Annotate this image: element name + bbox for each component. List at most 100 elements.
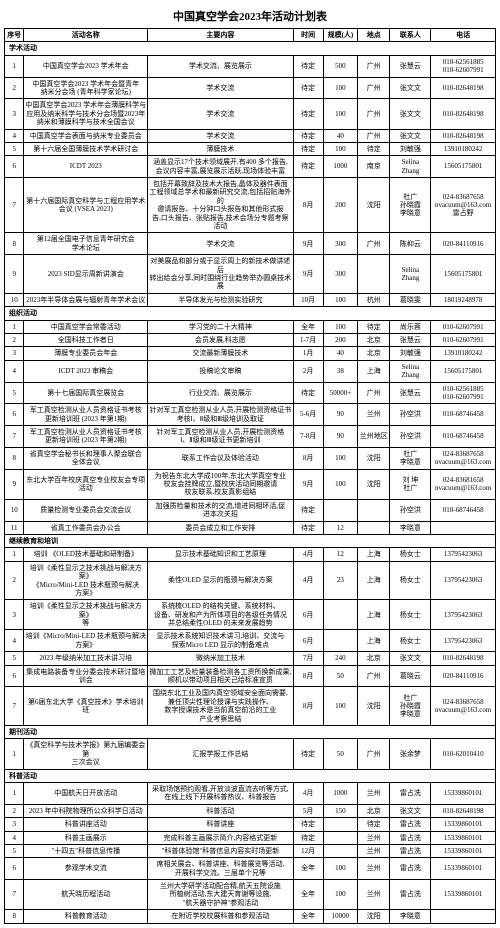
cell-seq: 1 [5, 782, 24, 804]
cell-seq: 8 [5, 910, 24, 923]
cell-scale: 200 [323, 333, 357, 346]
cell-place: 广州 [358, 665, 390, 687]
header-seq: 序号 [5, 29, 24, 42]
table-row: 9东北大学百年校庆真空专业校友会专项 活动为祝告东北大学成100年,东北大学真空… [5, 469, 496, 499]
table-row: 4ICDT 2023 审稿会投稿论文审稿2月38上海Selina Zhang15… [5, 360, 496, 382]
document-title: 中国真空学会2023年活动计划表 [4, 4, 496, 28]
cell-place: 北京 [358, 804, 390, 817]
cell-contact: 陈枊云 [390, 233, 431, 255]
cell-phone: 010-82648198 [431, 804, 496, 817]
header-phone: 电话 [431, 29, 496, 42]
cell-phone: 010-82648198 [431, 129, 496, 142]
cell-scale: 90 [323, 404, 357, 426]
cell-time: 8月 [293, 665, 323, 687]
cell-content: 投稿论文审稿 [148, 360, 293, 382]
cell-phone: 15339860101 [431, 818, 496, 831]
cell-time: 1-7月 [293, 333, 323, 346]
cell-name: 培训《柔性显示之技术挑战与解决方案》 《Micro/Mini-LED 技术瓶颈与… [24, 561, 148, 600]
cell-phone: 020-84110916 [431, 233, 496, 255]
cell-time: 9月 [293, 233, 323, 255]
cell-time: 待定 [293, 831, 323, 844]
table-row: 7第十六届国际真空科学与工程应用学术 会议 (VSEA 2023)包括开幕致辞及… [5, 178, 496, 233]
cell-phone: 024-83687658 nvacuum@163.com [431, 687, 496, 726]
cell-scale: 100 [323, 880, 357, 910]
cell-time: 7月 [293, 652, 323, 665]
cell-contact: 李晓意 [390, 521, 431, 534]
header-row: 序号 活动名称 主要内容 时间 规模(人) 地点 联系人 电话 [5, 29, 496, 42]
cell-content: 汇报学报工作总结 [148, 739, 293, 769]
cell-name: 质量检测专业委员会交流会议 [24, 499, 148, 521]
cell-seq: 4 [5, 360, 24, 382]
cell-seq: 6 [5, 156, 24, 178]
cell-seq: 5 [5, 652, 24, 665]
cell-time: 8月 [293, 687, 323, 726]
cell-place: 沈阳 [358, 178, 390, 233]
cell-place [358, 255, 390, 294]
cell-scale: 100 [323, 99, 357, 129]
cell-scale: 50 [323, 665, 357, 687]
table-row: 1《真空科学与技术学报》第九届编委会第 三次会议汇报学报工作总结待定50广州张余… [5, 739, 496, 769]
cell-phone: 15339860101 [431, 880, 496, 910]
cell-time: 待定 [293, 129, 323, 142]
cell-content: 联系工作会议及体验活动 [148, 447, 293, 469]
cell-scale: 50 [323, 739, 357, 769]
cell-name: 2023年半导体会展与辐射青年学术会议 [24, 293, 148, 306]
cell-content: 针对军工真空检测从业人员,开展检测资格证书 考核Ⅰ、Ⅱ级和Ⅲ级培训及取证 [148, 404, 293, 426]
cell-name: 中国真空学会表面与纳米专业委员会 [24, 129, 148, 142]
cell-content: 半导体发光与检测实验研究 [148, 293, 293, 306]
cell-content: 包括开幕致辞及技术大报告,晶体及器件表面 工程领域总学术和最新研究交流,包括招贴… [148, 178, 293, 233]
cell-place: 待定 [358, 320, 390, 333]
cell-scale [323, 831, 357, 844]
cell-content: 针对军工真空检测从业人员,开展检测资格 Ⅰ、Ⅱ级和Ⅲ级证书更新培训 [148, 426, 293, 448]
cell-name: 中国真空学会常委活动 [24, 320, 148, 333]
cell-scale: 12 [323, 521, 357, 534]
cell-place: 上海 [358, 360, 390, 382]
cell-content: 席相关展会、科普讲座、科普展览等活动, 开展科学交流。三届单个兄等 [148, 858, 293, 880]
cell-contact: 杨女士 [390, 600, 431, 630]
cell-contact: 雷占洗 [390, 880, 431, 910]
cell-content: 微加工工艺及检量装备检测各工资所换新成果, 顺机以带动项目相关己给标准宣贯 [148, 665, 293, 687]
cell-name: 2023 年级纳米加工技术讲习培 [24, 652, 148, 665]
cell-scale: 100 [323, 858, 357, 880]
section-header: 科普活动 [5, 769, 496, 782]
cell-contact: Selina Zhang [390, 255, 431, 294]
cell-content: 显示技术系统知识技术讲习,培训、交流与 探索Micro LED 显示的制备难点 [148, 630, 293, 652]
cell-phone: 13795423063 [431, 561, 496, 600]
cell-content: 兰州大学研学活动配合精,航天五院设施 所植树活动,东大建天育谢等设施, "航天器… [148, 880, 293, 910]
cell-scale: 300 [323, 255, 357, 294]
cell-scale: 100 [323, 142, 357, 155]
cell-contact: 葛晓云 [390, 665, 431, 687]
cell-name: 东北大学百年校庆真空专业校友会专项 活动 [24, 469, 148, 499]
cell-name: 集成电路装备专业分委会技术研讨暨培 训会 [24, 665, 148, 687]
cell-name: 中国航天日开放活动 [24, 782, 148, 804]
cell-content: 在附近学校校展科普和参观活动 [148, 910, 293, 923]
cell-name: 第十六届国际真空科学与工程应用学术 会议 (VSEA 2023) [24, 178, 148, 233]
cell-contact: 葛晓雯 [390, 293, 431, 306]
cell-time: 8月 [293, 178, 323, 233]
cell-phone: 010-82648198 [431, 652, 496, 665]
cell-content: 委员会成立和工作安排 [148, 521, 293, 534]
cell-time: 9月 [293, 469, 323, 499]
cell-contact: 张文文 [390, 652, 431, 665]
cell-seq: 2 [5, 333, 24, 346]
cell-time: 待定 [293, 55, 323, 77]
cell-name: 科普教育活动 [24, 910, 148, 923]
cell-phone: 18019248978 [431, 293, 496, 306]
cell-contact: 雷占洗 [390, 831, 431, 844]
cell-name: 第6届东北大学《真空技术》学术培训班 [24, 687, 148, 726]
cell-scale: 200 [323, 178, 357, 233]
cell-phone: 15605175801 [431, 360, 496, 382]
cell-time: 7-8月 [293, 426, 323, 448]
header-contact: 联系人 [390, 29, 431, 42]
cell-time: 8月 [293, 447, 323, 469]
cell-content: "科普体验馆"科普信息内容实时场更新 [148, 844, 293, 857]
cell-phone [431, 521, 496, 534]
table-row: 8科普教育活动在附近学校校展科普和参观活动全年10000沈阳李晓意 [5, 910, 496, 923]
section-header: 组织活动 [5, 307, 496, 320]
cell-contact: 张文文 [390, 99, 431, 129]
cell-seq: 3 [5, 347, 24, 360]
cell-content: 学术交流 [148, 77, 293, 99]
cell-seq: 3 [5, 99, 24, 129]
cell-time: 5-6月 [293, 404, 323, 426]
table-row: 6集成电路装备专业分委会技术研讨暨培 训会微加工工艺及检量装备检测各工资所换新成… [5, 665, 496, 687]
